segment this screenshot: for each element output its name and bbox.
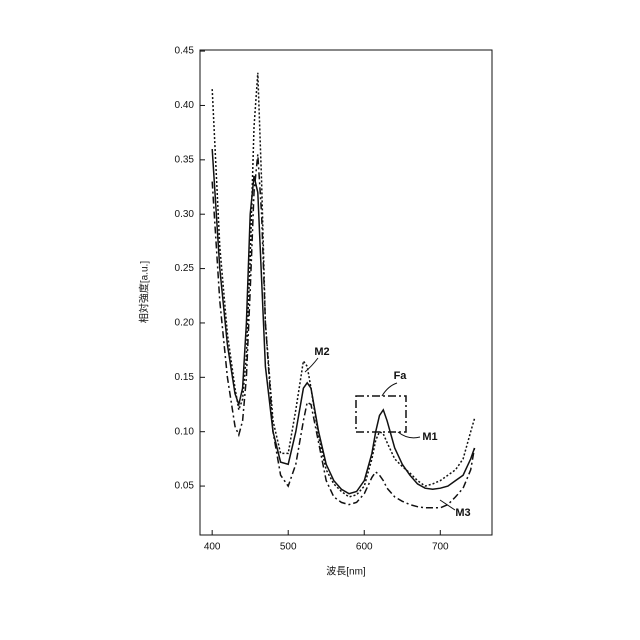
y-tick-label: 0.20 <box>175 318 195 329</box>
y-tick-label: 0.05 <box>175 481 195 492</box>
annotation: M3 <box>455 507 470 519</box>
x-axis-label: 波長[nm] <box>326 565 366 578</box>
y-tick-label: 0.40 <box>175 100 195 111</box>
x-tick-label: 700 <box>432 542 449 553</box>
x-tick-label: 400 <box>204 542 221 553</box>
x-tick-label: 600 <box>356 542 373 553</box>
annotation: M1 <box>422 431 437 443</box>
y-axis-label: 相対強度[a.u.] <box>138 261 151 323</box>
annotation: Fa <box>394 370 408 382</box>
leader-line <box>382 383 397 396</box>
leader-line <box>440 500 455 510</box>
chart: 波長[nm] 相対強度[a.u.] 0.05 0.10 0.15 0.20 0.25 0.… <box>0 0 640 640</box>
x-tick-label: 500 <box>280 542 297 553</box>
y-tick-label: 0.45 <box>175 46 195 57</box>
leader-line <box>398 432 420 438</box>
y-tick-label: 0.15 <box>175 372 195 383</box>
y-tick-label: 0.10 <box>175 426 195 437</box>
annotation: M2 <box>314 346 329 358</box>
plot-frame <box>200 50 492 535</box>
y-tick-label: 0.25 <box>175 263 195 274</box>
y-tick-label: 0.35 <box>175 154 195 165</box>
y-tick-label: 0.30 <box>175 209 195 220</box>
